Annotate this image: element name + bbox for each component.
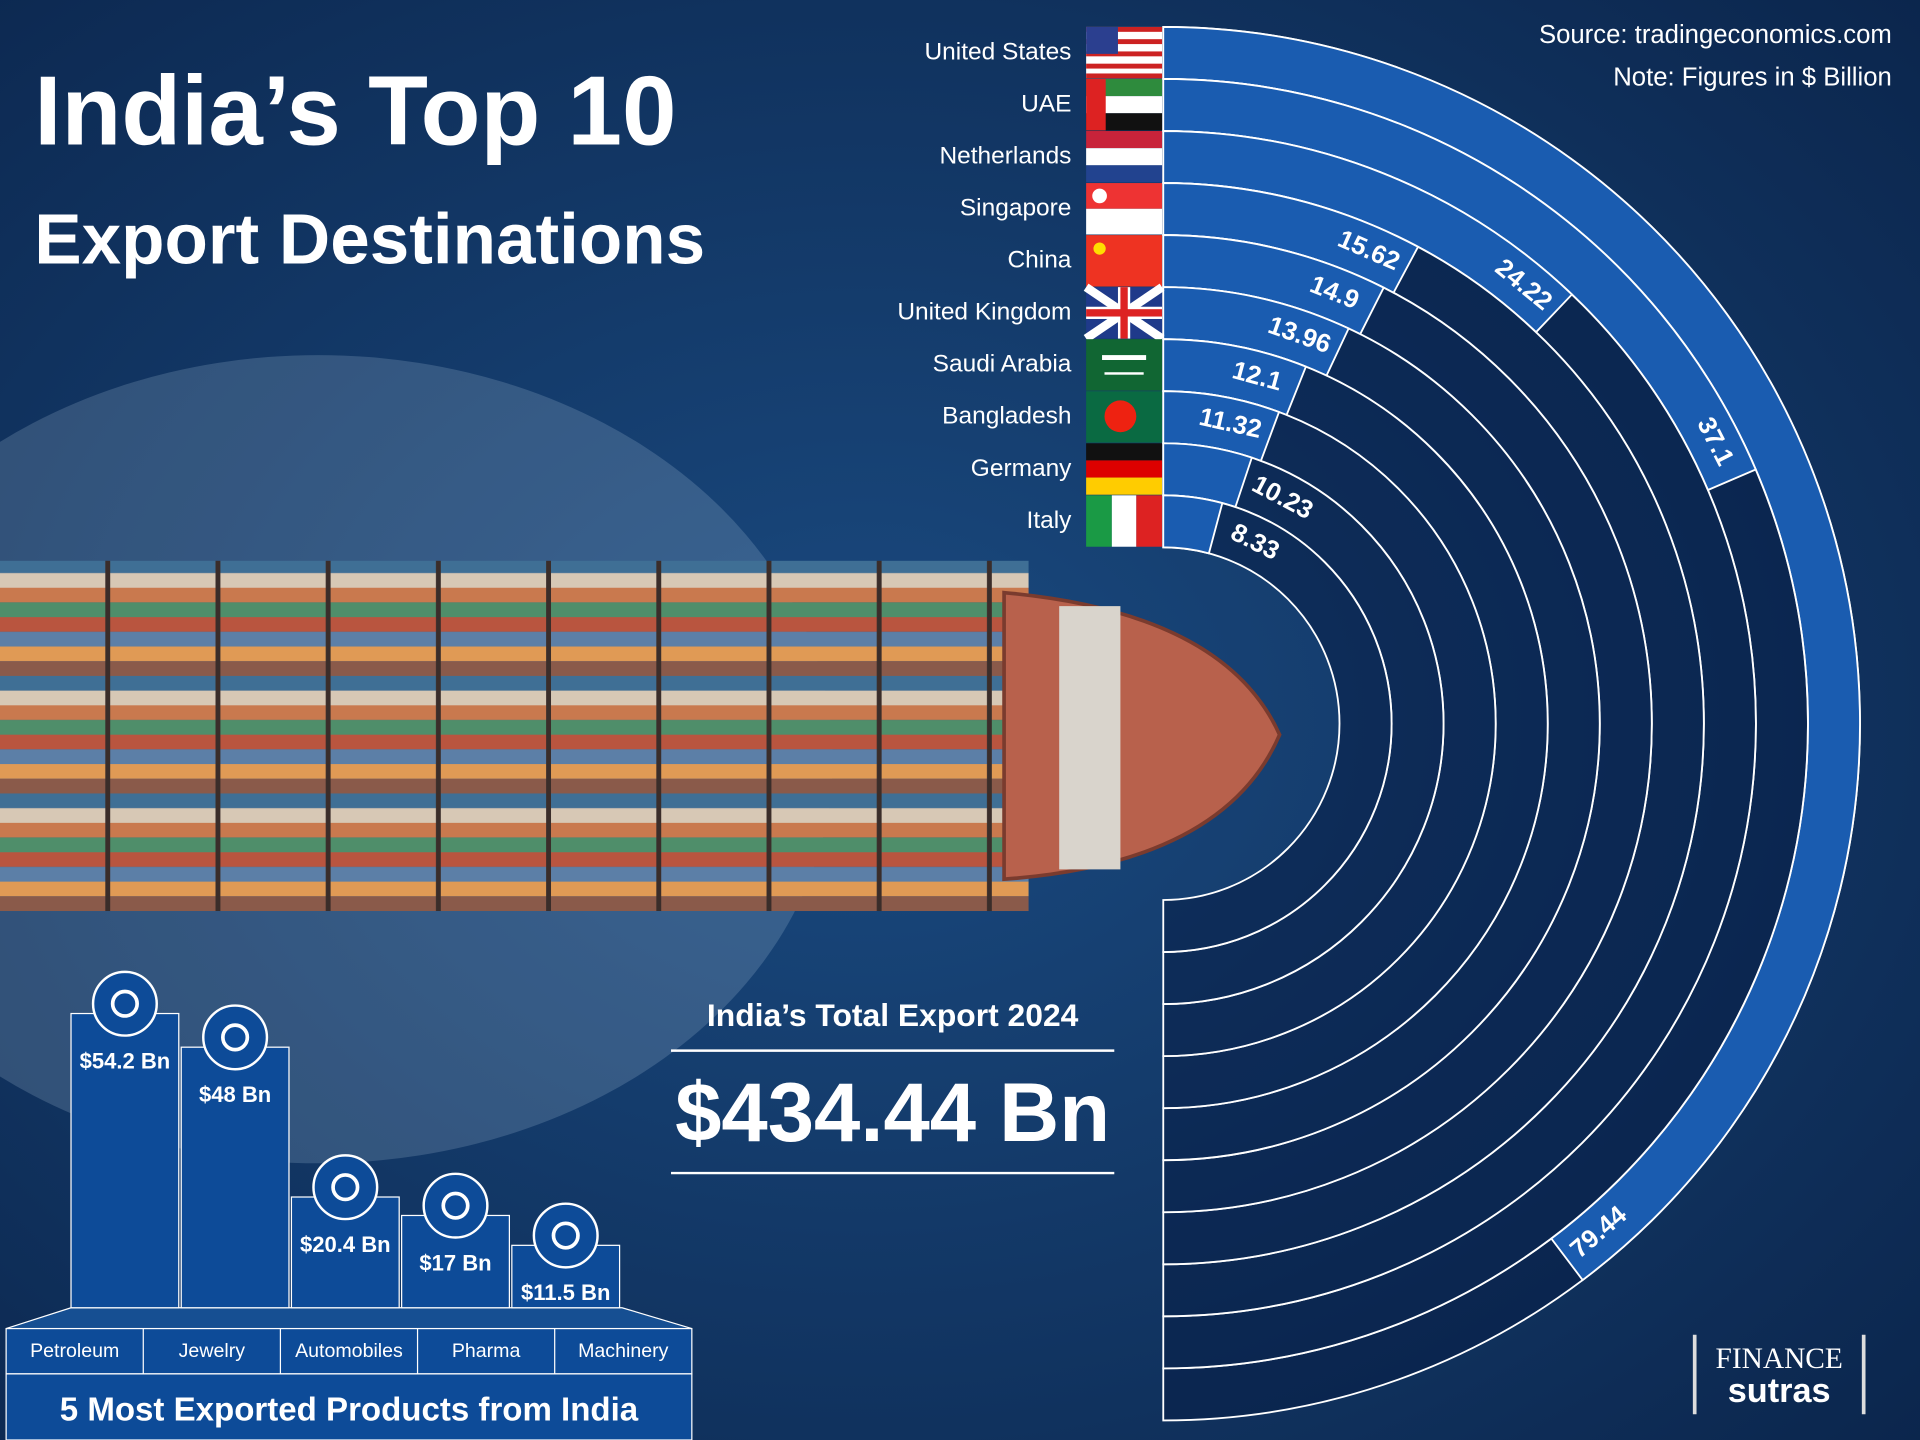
bar-icon-glyph: [110, 989, 139, 1018]
category-label: Jewelry: [179, 1340, 246, 1362]
total-value: $434.44 Bn: [675, 1066, 1110, 1159]
bar-icon-glyph: [551, 1221, 580, 1250]
country-label: Germany: [971, 455, 1072, 482]
value-label: $48 Bn: [199, 1082, 271, 1107]
bar-icon-glyph: [221, 1023, 250, 1052]
country-label: Singapore: [960, 195, 1072, 222]
country-label: United States: [925, 38, 1072, 65]
ring-track: [1162, 494, 1393, 953]
value-label: $20.4 Bn: [300, 1232, 391, 1257]
subtitle: Export Destinations: [34, 200, 705, 279]
country-label: Italy: [1027, 507, 1073, 534]
bar-icon-glyph: [441, 1191, 470, 1220]
logo-line1: FINANCE: [1716, 1343, 1843, 1375]
logo: FINANCE sutras: [1692, 1334, 1866, 1415]
source: Source: tradingeconomics.com: [1539, 21, 1892, 49]
bar-icon: [532, 1202, 599, 1269]
category-label: Machinery: [578, 1340, 669, 1362]
bar-icon: [312, 1154, 379, 1221]
country-label: China: [1007, 247, 1071, 274]
bar-chart-title: 5 Most Exported Products from India: [60, 1392, 639, 1429]
title-row: [5, 1373, 693, 1440]
country-label: United Kingdom: [897, 299, 1071, 326]
country-label: Saudi Arabia: [933, 351, 1072, 378]
note: Note: Figures in $ Billion: [1613, 64, 1892, 92]
country-label: UAE: [1021, 90, 1071, 117]
ship: [0, 560, 1282, 912]
category-row: [5, 1327, 693, 1375]
category-label: Petroleum: [30, 1340, 119, 1362]
category-label: Pharma: [452, 1340, 521, 1362]
value-label: $54.2 Bn: [80, 1048, 171, 1073]
bar: [70, 1012, 180, 1309]
country-label: Netherlands: [939, 143, 1071, 170]
category-label: Automobiles: [295, 1340, 403, 1362]
total-label: India’s Total Export 2024: [707, 997, 1079, 1033]
bar: [180, 1046, 290, 1309]
platform: [5, 1307, 693, 1330]
arc-bar: [1162, 494, 1224, 555]
country-label: Bangladesh: [942, 403, 1071, 430]
value-label: $17 Bn: [419, 1250, 491, 1275]
bar-icon: [422, 1172, 489, 1239]
title: India’s Top 10: [34, 55, 676, 165]
flags: [1083, 26, 1165, 547]
value-label: $11.5 Bn: [521, 1280, 610, 1305]
bar-icon: [91, 970, 158, 1037]
logo-line2: sutras: [1728, 1372, 1831, 1410]
bar-icon: [202, 1004, 269, 1071]
bar-icon-glyph: [331, 1173, 360, 1202]
